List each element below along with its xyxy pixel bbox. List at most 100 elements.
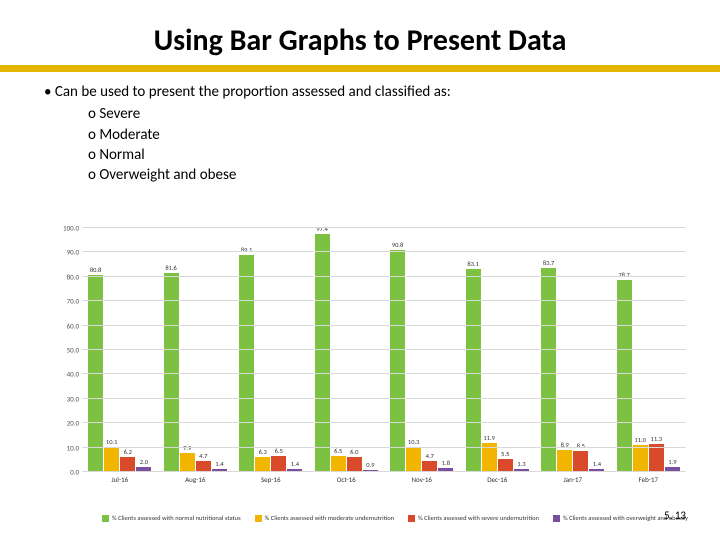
bars: 81.6 7.9 4.7 1.4 [164, 228, 227, 472]
bar-value-label: 89.1 [241, 246, 253, 254]
bar: 89.1 [239, 255, 254, 472]
bar-value-label: 6.0 [350, 448, 358, 456]
legend-swatch [408, 515, 415, 522]
bullet-item: Overweight and obese [88, 165, 684, 185]
bar-value-label: 6.3 [259, 448, 267, 456]
bar-value-label: 90.8 [392, 241, 404, 249]
chart-legend: % Clients assessed with normal nutrition… [100, 514, 690, 522]
body-text: • Can be used to present the proportion … [44, 82, 684, 185]
bar-value-label: 0.9 [366, 461, 374, 469]
bar: 7.9 [180, 453, 195, 472]
bar-value-label: 83.7 [543, 259, 555, 267]
bar-value-label: 1.4 [291, 460, 299, 468]
y-tick-label: 50.0 [67, 346, 79, 355]
bars: 90.810.34.71.8 [390, 228, 453, 472]
title-underline [0, 65, 720, 72]
bar: 10.3 [406, 447, 421, 472]
bullet-item: Normal [88, 145, 684, 165]
y-tick-label: 10.0 [67, 443, 79, 452]
bar-group: 89.16.36.51.4Sep-16 [233, 228, 309, 472]
bar: 10.1 [104, 447, 119, 472]
bar: 6.3 [255, 457, 270, 472]
x-tick-label: Aug-16 [158, 475, 234, 484]
bar-group: 83.78.98.51.4Jan-17 [535, 228, 611, 472]
gridline [82, 373, 686, 374]
x-tick-label: Dec-16 [460, 475, 536, 484]
page-number: 5. 13 [664, 509, 686, 522]
bar-value-label: 7.9 [183, 444, 191, 452]
y-tick-label: 20.0 [67, 419, 79, 428]
bar: 11.3 [649, 444, 664, 472]
gridline [82, 276, 686, 277]
y-tick-label: 90.0 [67, 248, 79, 257]
bar-group: 97.46.56.00.9Oct-16 [309, 228, 385, 472]
bar-group: 78.711.011.31.9Feb-17 [611, 228, 687, 472]
bar: 11.0 [633, 445, 648, 472]
gridline [82, 325, 686, 326]
y-tick-label: 30.0 [67, 394, 79, 403]
bars: 97.46.56.00.9 [315, 228, 378, 472]
gridline [82, 422, 686, 423]
bar-value-label: 6.5 [334, 447, 342, 455]
bullet-lead: Can be used to present the proportion as… [55, 83, 451, 101]
x-tick-label: Jan-17 [535, 475, 611, 484]
gridline [82, 300, 686, 301]
y-tick-label: 40.0 [67, 370, 79, 379]
bar-value-label: 5.5 [501, 450, 509, 458]
bar-value-label: 2.0 [140, 458, 148, 466]
y-tick-label: 60.0 [67, 321, 79, 330]
bar-group: 90.810.34.71.8Nov-16 [384, 228, 460, 472]
bar: 6.0 [347, 457, 362, 472]
bar-value-label: 1.8 [442, 459, 450, 467]
y-tick-label: 100.0 [63, 224, 79, 233]
legend-item: % Clients assessed with severe undernutr… [408, 514, 539, 522]
bar-value-label: 11.0 [634, 436, 646, 444]
legend-swatch [553, 515, 560, 522]
x-tick-label: Sep-16 [233, 475, 309, 484]
bar-value-label: 10.1 [106, 438, 118, 446]
bar-value-label: 1.4 [215, 460, 223, 468]
bar-group: 83.111.95.51.3Dec-16 [460, 228, 536, 472]
bar-value-label: 1.3 [517, 460, 525, 468]
bullet-item: Severe [88, 104, 684, 124]
gridline [82, 447, 686, 448]
bar-chart: 0.010.020.030.040.050.060.070.080.090.01… [54, 228, 686, 486]
gridline [82, 251, 686, 252]
bar-value-label: 83.1 [467, 260, 479, 268]
bars: 83.1 11.9 5.5 1.3 [466, 228, 529, 472]
bar-groups: 80.810.16.22.0Jul-1681.67.94.71.4Aug-168… [82, 228, 686, 472]
bar: 8.9 [557, 450, 572, 472]
bar: 83.7 [541, 268, 556, 472]
x-tick-label: Oct-16 [309, 475, 385, 484]
bullet-item: Moderate [88, 125, 684, 145]
bar: 6.2 [120, 457, 135, 472]
bar: 97.4 [315, 234, 330, 472]
y-axis: 0.010.020.030.040.050.060.070.080.090.01… [54, 228, 82, 472]
bars: 78.711.011.31.9 [617, 228, 680, 472]
plot-area: 80.810.16.22.0Jul-1681.67.94.71.4Aug-168… [82, 228, 686, 472]
bar-value-label: 1.9 [668, 458, 676, 466]
bullet-list: SevereModerateNormalOverweight and obese [44, 104, 684, 185]
bar-value-label: 1.4 [593, 460, 601, 468]
bar: 8.5 [573, 451, 588, 472]
bar-value-label: 11.3 [651, 435, 663, 443]
bar-value-label: 4.7 [426, 452, 434, 460]
bar-group: 81.67.94.71.4Aug-16 [158, 228, 234, 472]
gridline [82, 398, 686, 399]
bars: 83.78.98.51.4 [541, 228, 604, 472]
x-tick-label: Nov-16 [384, 475, 460, 484]
bar: 90.8 [390, 250, 405, 472]
legend-item: % Clients assessed with normal nutrition… [102, 514, 241, 522]
bar: 78.7 [617, 280, 632, 472]
bar-value-label: 8.9 [561, 441, 569, 449]
legend-swatch [255, 515, 262, 522]
x-tick-label: Feb-17 [611, 475, 687, 484]
x-tick-label: Jul-16 [82, 475, 158, 484]
y-tick-label: 70.0 [67, 297, 79, 306]
bar: 6.5 [331, 456, 346, 472]
bar-value-label: 4.7 [199, 452, 207, 460]
bars: 89.16.36.51.4 [239, 228, 302, 472]
bar-value-label: 81.6 [165, 264, 177, 272]
bar-value-label: 11.9 [483, 434, 495, 442]
gridline [82, 227, 686, 228]
